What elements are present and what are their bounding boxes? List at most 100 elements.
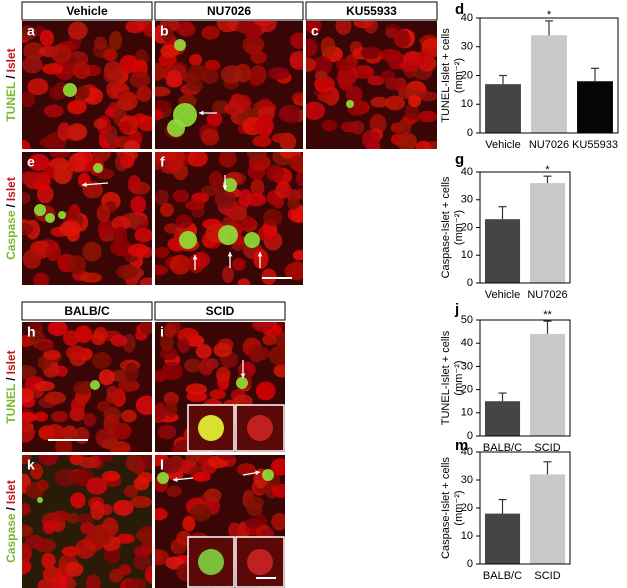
chart-letter: g: [455, 151, 464, 168]
header-box: [21, 1, 153, 21]
panel-letter: c: [311, 23, 319, 39]
nucleus: [76, 85, 90, 100]
y-tick-label: 30: [461, 474, 473, 486]
panel-letter: i: [160, 324, 164, 340]
nucleus: [415, 140, 432, 149]
nucleus: [369, 113, 387, 134]
bar: [577, 81, 613, 133]
nucleus: [36, 479, 49, 491]
nucleus: [76, 513, 95, 524]
y-tick-label: 10: [461, 249, 473, 261]
nucleus: [216, 21, 239, 33]
nucleus: [192, 471, 211, 482]
row-label-stain: TUNEL: [4, 384, 18, 424]
x-tick-label: BALB/C: [483, 442, 522, 454]
nucleus: [90, 331, 106, 346]
bar: [485, 84, 521, 133]
nucleus: [367, 75, 385, 86]
nucleus: [62, 330, 80, 346]
inset: [235, 404, 285, 452]
nucleus: [192, 251, 211, 268]
nucleus: [124, 578, 147, 588]
x-tick-label: NU7026: [529, 139, 569, 151]
nucleus: [97, 219, 116, 238]
nucleus: [108, 31, 123, 51]
nucleus: [159, 347, 178, 361]
positive-cell: [157, 472, 169, 484]
arrow-head: [82, 182, 87, 188]
y-tick-label: 10: [461, 407, 473, 419]
nucleus: [224, 102, 245, 116]
nucleus: [163, 323, 177, 338]
nucleus: [54, 468, 77, 487]
nucleus: [273, 364, 285, 378]
nucleus: [49, 152, 70, 159]
nucleus: [75, 539, 96, 559]
nucleus: [144, 565, 152, 584]
nucleus: [228, 522, 241, 539]
nucleus: [139, 322, 152, 335]
nucleus: [73, 61, 91, 80]
nucleus: [119, 54, 139, 74]
nucleus: [242, 35, 265, 55]
nucleus: [384, 95, 406, 111]
nucleus: [130, 495, 152, 508]
positive-cell: [90, 380, 100, 390]
nucleus: [22, 192, 31, 204]
nucleus: [82, 241, 102, 262]
positive-cell: [262, 469, 274, 481]
nucleus: [306, 38, 318, 57]
nucleus: [175, 214, 193, 229]
nucleus: [78, 456, 98, 469]
bar: [531, 35, 567, 133]
nucleus: [43, 349, 61, 361]
nucleus: [106, 80, 123, 99]
y-axis-label: (mm⁻²): [453, 490, 465, 525]
nucleus: [361, 129, 381, 149]
nucleus: [119, 155, 135, 169]
nucleus: [209, 389, 226, 400]
nucleus: [288, 155, 303, 171]
y-axis-label: TUNEL-Islet + cells: [440, 330, 452, 425]
nucleus: [157, 424, 177, 440]
nucleus: [30, 463, 43, 480]
positive-cell: [37, 497, 43, 503]
row-label-stain: TUNEL: [4, 82, 18, 122]
micrograph: [306, 21, 437, 149]
nucleus: [155, 549, 170, 566]
nucleus: [42, 520, 56, 535]
nucleus: [306, 101, 326, 120]
y-tick-label: 0: [467, 127, 473, 139]
nucleus: [220, 65, 243, 84]
y-tick-label: 30: [461, 41, 473, 53]
nucleus: [245, 192, 267, 207]
nucleus: [177, 337, 191, 354]
nucleus: [185, 455, 200, 465]
nucleus: [46, 243, 61, 262]
nucleus: [155, 401, 167, 421]
nucleus: [268, 345, 285, 366]
nucleus: [128, 243, 149, 257]
panel-letter: a: [27, 23, 35, 39]
inset-cell: [198, 415, 224, 441]
nucleus: [271, 132, 293, 144]
nucleus: [93, 36, 107, 50]
nucleus: [117, 91, 138, 111]
nucleus: [314, 70, 328, 81]
y-axis-label: (mm⁻²): [453, 58, 465, 93]
nucleus: [251, 346, 270, 361]
nucleus: [185, 199, 205, 211]
positive-cell: [346, 100, 354, 108]
nucleus: [27, 153, 50, 171]
nucleus: [177, 22, 196, 37]
nucleus: [336, 58, 354, 72]
nucleus: [252, 135, 272, 147]
nucleus: [190, 503, 212, 522]
positive-cell: [174, 39, 186, 51]
nucleus: [133, 545, 152, 557]
y-tick-label: 30: [461, 360, 473, 372]
nucleus: [352, 65, 375, 79]
chart-letter: j: [454, 301, 459, 318]
nucleus: [85, 574, 101, 588]
